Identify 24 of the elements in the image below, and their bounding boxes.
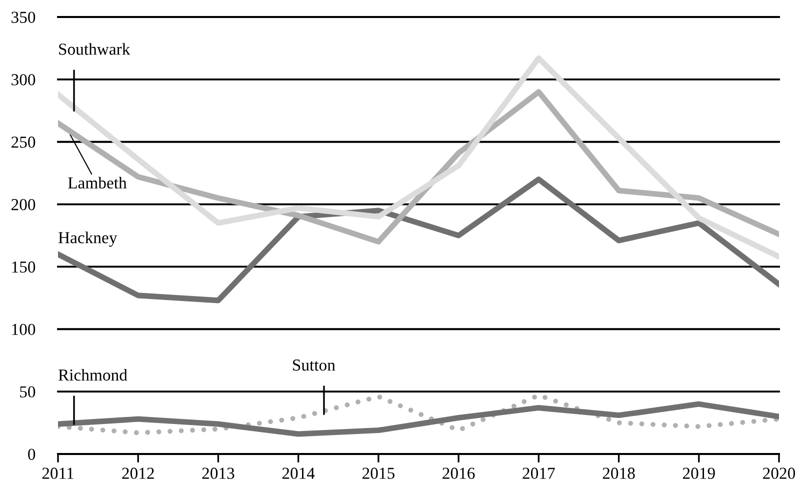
y-tick-label: 100 bbox=[12, 324, 36, 336]
y-tick-label: 200 bbox=[12, 198, 36, 210]
y-tick-label: 350 bbox=[12, 12, 36, 23]
x-tick-label: 2020 bbox=[763, 468, 796, 479]
x-tick-label: 2017 bbox=[522, 468, 555, 479]
y-tick-label: 50 bbox=[20, 386, 36, 398]
x-tick-label: 2019 bbox=[682, 468, 715, 479]
y-tick-label: 150 bbox=[12, 261, 36, 273]
y-tick-label: 0 bbox=[28, 448, 36, 460]
y-tick-label: 250 bbox=[12, 136, 36, 148]
text: Sutton bbox=[293, 360, 336, 371]
line-series bbox=[58, 392, 779, 436]
x-tick-label: 2012 bbox=[122, 468, 154, 479]
x-tick-label: 2014 bbox=[282, 468, 315, 479]
x-tick-label: 2016 bbox=[442, 468, 475, 479]
series-label: Hackney bbox=[58, 232, 118, 247]
x-tick-label: 2013 bbox=[202, 468, 234, 479]
x-tick-label: 2015 bbox=[362, 468, 394, 479]
text: Southwark bbox=[59, 43, 130, 55]
text: Richmond bbox=[58, 368, 128, 381]
x-tick-label: 2018 bbox=[602, 468, 635, 479]
series-label: Lambeth bbox=[68, 176, 127, 189]
y-tick-label: 300 bbox=[12, 74, 36, 86]
x-tick-label: 2011 bbox=[42, 468, 74, 479]
